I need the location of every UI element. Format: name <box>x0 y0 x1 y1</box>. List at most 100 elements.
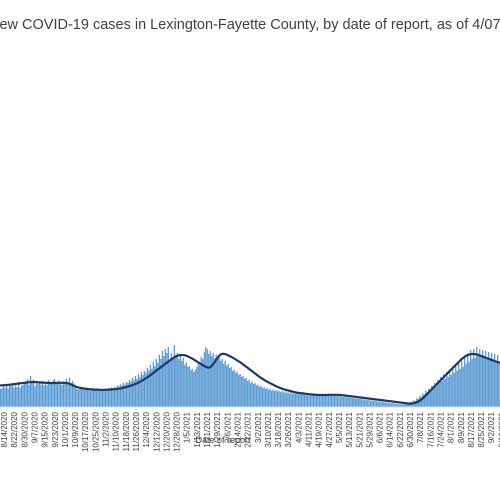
bar <box>255 385 258 407</box>
bar <box>377 401 379 407</box>
x-tick-label: 12/12/2020 <box>152 411 161 452</box>
x-tick-label: 10/17/2020 <box>81 411 90 452</box>
bar <box>80 388 83 407</box>
bar <box>4 387 6 407</box>
x-tick-label: 7/8/2021 <box>416 411 425 443</box>
bar <box>187 367 189 407</box>
bar <box>380 401 382 407</box>
bar <box>330 395 333 407</box>
bar <box>13 387 15 407</box>
bar <box>73 383 75 407</box>
bar <box>296 393 298 407</box>
bar <box>405 404 407 407</box>
x-tick-label: 1/29/2021 <box>213 411 222 447</box>
bar <box>44 382 47 407</box>
bar <box>371 400 373 407</box>
bar <box>97 388 99 407</box>
bar <box>327 395 330 407</box>
bar <box>368 399 370 407</box>
bar <box>172 357 174 407</box>
bar <box>229 368 231 407</box>
bar <box>401 404 403 407</box>
bar <box>480 357 482 407</box>
bar <box>118 386 120 407</box>
bar <box>127 383 129 407</box>
bar <box>458 361 460 407</box>
bar <box>266 387 268 407</box>
bar <box>190 370 192 407</box>
bar <box>272 389 274 407</box>
x-tick-label: 11/10/2020 <box>112 411 121 451</box>
bar <box>350 397 352 407</box>
moving-average-line <box>0 352 500 405</box>
bar <box>270 390 273 407</box>
bar <box>41 381 44 407</box>
bar <box>205 347 207 407</box>
bar <box>49 383 51 407</box>
bar <box>278 390 280 407</box>
bar <box>32 379 35 407</box>
x-tick-label: 7/16/2021 <box>426 411 435 447</box>
x-tick-label: 2/6/2021 <box>223 411 232 443</box>
x-tick-label: 2/14/2021 <box>233 411 242 447</box>
x-tick-label: 4/3/2021 <box>294 411 303 443</box>
bar <box>429 391 431 407</box>
x-tick-label: 8/25/2021 <box>477 411 486 447</box>
x-tick-label: 5/29/2021 <box>365 411 374 447</box>
bar <box>83 390 86 407</box>
bar <box>359 398 361 407</box>
bar <box>86 389 89 407</box>
x-tick-label: 6/22/2021 <box>396 411 405 447</box>
bar <box>196 367 198 407</box>
bar <box>308 394 310 407</box>
bar <box>167 347 169 407</box>
bar <box>206 349 208 407</box>
x-tick-label: 8/17/2021 <box>467 411 476 447</box>
bar <box>462 367 464 407</box>
bar <box>339 396 342 407</box>
bar <box>235 373 237 407</box>
bar <box>287 391 289 407</box>
bar <box>461 358 463 407</box>
x-tick-label: 5/13/2021 <box>345 411 354 447</box>
bar <box>365 399 367 407</box>
bar <box>16 387 18 407</box>
bar <box>395 403 397 407</box>
x-axis-tick-labels: 8/14/2020 8/22/2020 8/30/2020 9/7/2020 9/15/… <box>0 411 500 452</box>
bar <box>125 382 128 407</box>
bar <box>335 395 337 407</box>
x-tick-label: 4/11/2021 <box>305 411 314 447</box>
bar <box>251 381 253 407</box>
bar <box>121 385 123 407</box>
x-axis-title: Date of report <box>195 435 251 445</box>
x-tick-label: 9/2/2021 <box>487 411 496 443</box>
bar <box>326 394 328 407</box>
x-tick-label: 5/5/2021 <box>335 411 344 443</box>
bar <box>35 381 38 407</box>
bar <box>193 372 195 407</box>
bar <box>88 389 90 407</box>
bar <box>239 374 241 407</box>
bar <box>318 394 321 407</box>
bar <box>134 376 137 407</box>
bar <box>467 353 469 407</box>
bar <box>414 401 416 407</box>
x-tick-label: 11/2/2020 <box>102 411 111 447</box>
bar <box>356 398 358 407</box>
x-tick-label: 12/4/2020 <box>142 411 151 447</box>
bar <box>485 351 487 407</box>
bar <box>55 382 57 407</box>
bar <box>392 403 394 407</box>
x-tick-label: 3/2/2021 <box>254 411 263 443</box>
bar <box>440 377 442 407</box>
bar <box>456 371 458 407</box>
x-tick-label: 10/1/2020 <box>61 411 70 447</box>
bar <box>140 372 143 407</box>
bar <box>158 355 160 407</box>
bar <box>291 393 294 407</box>
bar <box>112 388 114 407</box>
bar <box>473 349 475 407</box>
x-tick-label: 3/10/2021 <box>264 411 273 447</box>
bar <box>145 373 147 407</box>
